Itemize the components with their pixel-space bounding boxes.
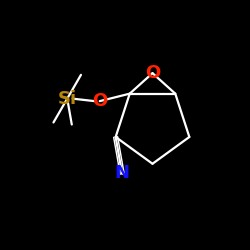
Text: Si: Si — [58, 90, 77, 108]
Text: O: O — [145, 64, 160, 82]
Text: O: O — [92, 92, 107, 110]
Text: N: N — [115, 164, 130, 182]
